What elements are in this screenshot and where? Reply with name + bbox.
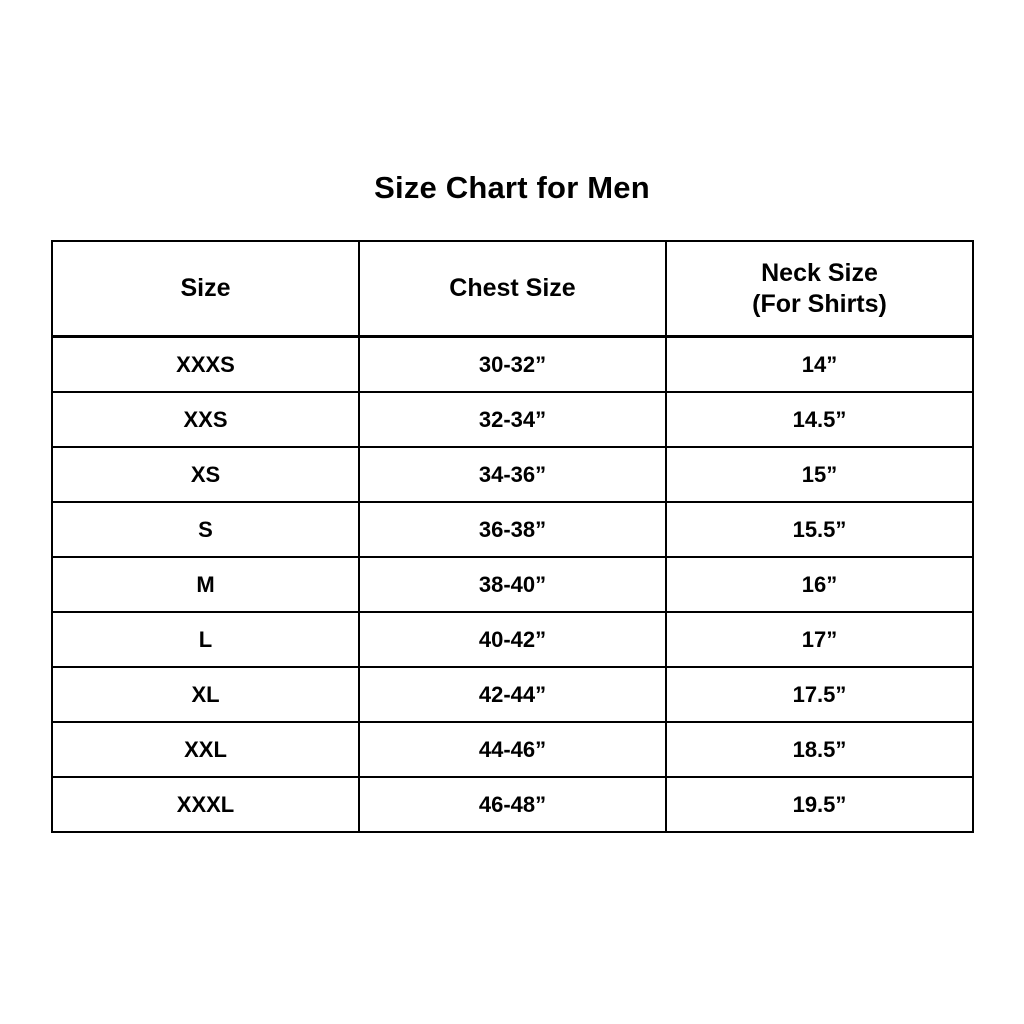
cell-neck-size: 19.5” bbox=[665, 776, 974, 833]
cell-size: XL bbox=[51, 666, 360, 723]
cell-chest-size: 34-36” bbox=[358, 446, 667, 503]
cell-chest-size: 40-42” bbox=[358, 611, 667, 668]
cell-size: XS bbox=[51, 446, 360, 503]
table-row: XXS 32-34” 14.5” bbox=[51, 391, 974, 448]
table-row: XXXL 46-48” 19.5” bbox=[51, 776, 974, 833]
cell-neck-size: 17.5” bbox=[665, 666, 974, 723]
column-header-size: Size bbox=[51, 240, 360, 338]
cell-size: S bbox=[51, 501, 360, 558]
cell-chest-size: 32-34” bbox=[358, 391, 667, 448]
cell-neck-size: 16” bbox=[665, 556, 974, 613]
cell-size: L bbox=[51, 611, 360, 668]
size-chart-table-container: Size Chest Size Neck Size (For Shirts) X… bbox=[51, 240, 974, 833]
table-row: XL 42-44” 17.5” bbox=[51, 666, 974, 723]
table-row: XXL 44-46” 18.5” bbox=[51, 721, 974, 778]
column-header-neck-size: Neck Size (For Shirts) bbox=[665, 240, 974, 338]
cell-size: XXL bbox=[51, 721, 360, 778]
cell-neck-size: 15” bbox=[665, 446, 974, 503]
cell-size: M bbox=[51, 556, 360, 613]
cell-size: XXXL bbox=[51, 776, 360, 833]
cell-size: XXS bbox=[51, 391, 360, 448]
cell-chest-size: 36-38” bbox=[358, 501, 667, 558]
cell-neck-size: 14” bbox=[665, 335, 974, 393]
column-header-chest-size: Chest Size bbox=[358, 240, 667, 338]
cell-chest-size: 30-32” bbox=[358, 335, 667, 393]
table-header: Size Chest Size Neck Size (For Shirts) bbox=[51, 240, 974, 338]
page-title: Size Chart for Men bbox=[374, 170, 650, 205]
column-header-neck-size-line1: Neck Size bbox=[761, 258, 878, 287]
table-row: L 40-42” 17” bbox=[51, 611, 974, 668]
cell-chest-size: 38-40” bbox=[358, 556, 667, 613]
cell-chest-size: 46-48” bbox=[358, 776, 667, 833]
table-header-row: Size Chest Size Neck Size (For Shirts) bbox=[51, 240, 974, 338]
table-row: XXXS 30-32” 14” bbox=[51, 335, 974, 393]
cell-neck-size: 18.5” bbox=[665, 721, 974, 778]
table-row: M 38-40” 16” bbox=[51, 556, 974, 613]
table-row: XS 34-36” 15” bbox=[51, 446, 974, 503]
size-chart-table: Size Chest Size Neck Size (For Shirts) X… bbox=[51, 240, 974, 833]
cell-neck-size: 14.5” bbox=[665, 391, 974, 448]
cell-chest-size: 44-46” bbox=[358, 721, 667, 778]
cell-neck-size: 15.5” bbox=[665, 501, 974, 558]
table-body: XXXS 30-32” 14” XXS 32-34” 14.5” XS 34-3… bbox=[51, 335, 974, 833]
cell-size: XXXS bbox=[51, 335, 360, 393]
cell-chest-size: 42-44” bbox=[358, 666, 667, 723]
cell-neck-size: 17” bbox=[665, 611, 974, 668]
column-header-neck-size-line2: (For Shirts) bbox=[752, 289, 887, 318]
table-row: S 36-38” 15.5” bbox=[51, 501, 974, 558]
